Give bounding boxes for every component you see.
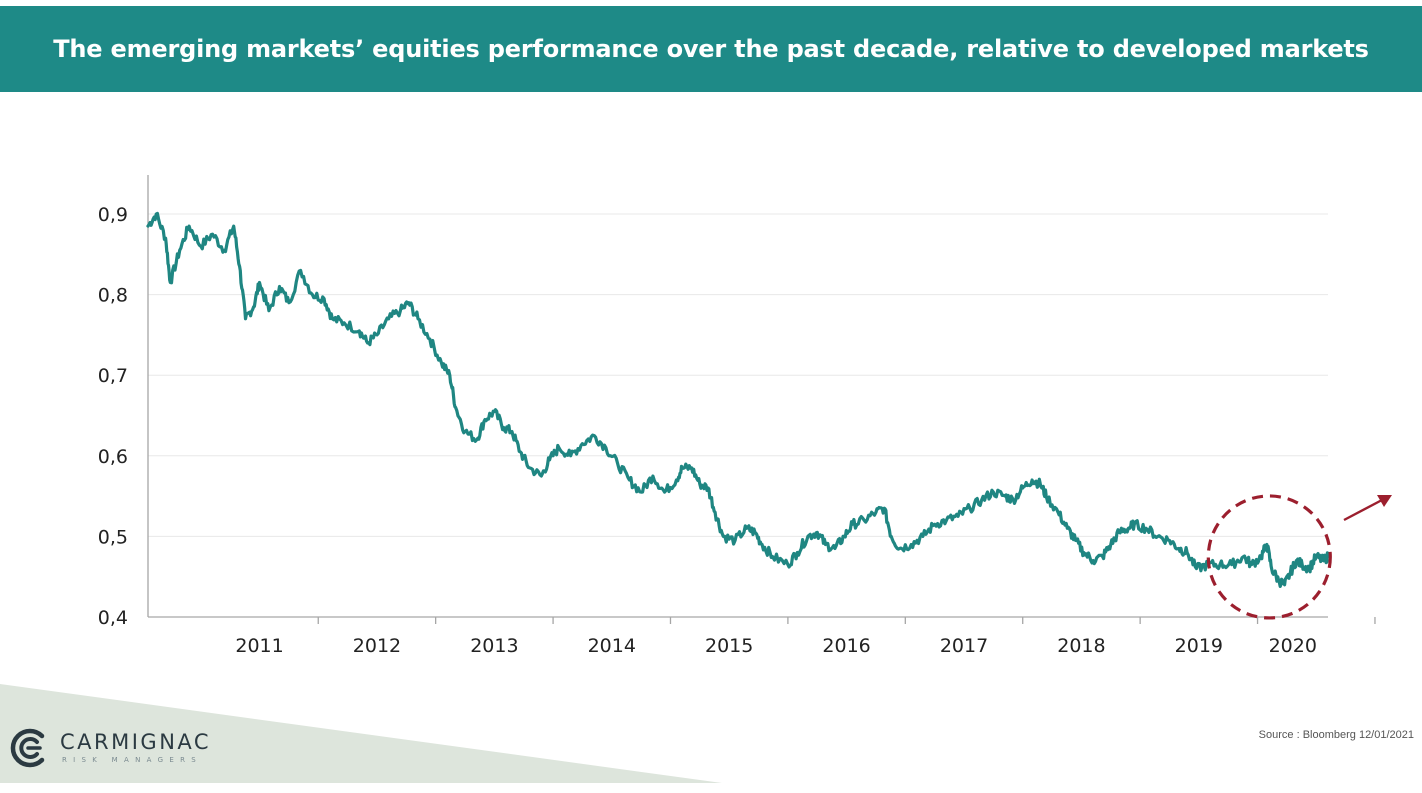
y-tick-labels: 0,4 0,5 0,6 0,7 0,8 0,9 <box>98 204 128 629</box>
x-tick-labels: 2011 2012 2013 2014 2015 2016 2017 2018 2019 2020 <box>235 635 1317 657</box>
x-tick-label: 2012 <box>353 635 401 657</box>
y-tick-label: 0,5 <box>98 526 128 548</box>
arrow-shaft <box>1343 498 1383 522</box>
x-tick-label: 2011 <box>235 635 283 657</box>
series-layer <box>146 211 1330 588</box>
y-tick-label: 0,4 <box>98 607 128 629</box>
y-tick-label: 0,7 <box>98 365 128 387</box>
x-tick-label: 2013 <box>470 635 518 657</box>
logo-name: CARMIGNAC <box>60 730 212 754</box>
x-tick-label: 2018 <box>1057 635 1105 657</box>
x-tick-label: 2016 <box>822 635 870 657</box>
trend-arrow-icon <box>1343 495 1392 522</box>
axes <box>147 175 1376 624</box>
y-tick-label: 0,8 <box>98 285 128 307</box>
annotations <box>1206 494 1392 620</box>
x-tick-label: 2019 <box>1175 635 1223 657</box>
x-tick-label: 2020 <box>1269 635 1317 657</box>
x-tick-label: 2014 <box>588 635 636 657</box>
slide-title: The emerging markets’ equities performan… <box>53 35 1369 63</box>
title-bar: The emerging markets’ equities performan… <box>0 6 1422 92</box>
series-line <box>146 211 1330 588</box>
x-tick-label: 2017 <box>940 635 988 657</box>
source-note: Source : Bloomberg 12/01/2021 <box>1258 729 1414 741</box>
gridlines <box>148 213 1328 537</box>
logo-tagline: RISK MANAGERS <box>62 756 202 764</box>
carmignac-logo-mark-icon <box>10 728 45 768</box>
y-tick-label: 0,9 <box>98 204 128 226</box>
arrow-head <box>1377 495 1392 507</box>
corner-band-shape <box>0 684 722 783</box>
x-tick-label: 2015 <box>705 635 753 657</box>
y-tick-label: 0,6 <box>98 446 128 468</box>
carmignac-logo: CARMIGNAC RISK MANAGERS <box>8 724 248 774</box>
highlight-circle <box>1206 494 1332 620</box>
